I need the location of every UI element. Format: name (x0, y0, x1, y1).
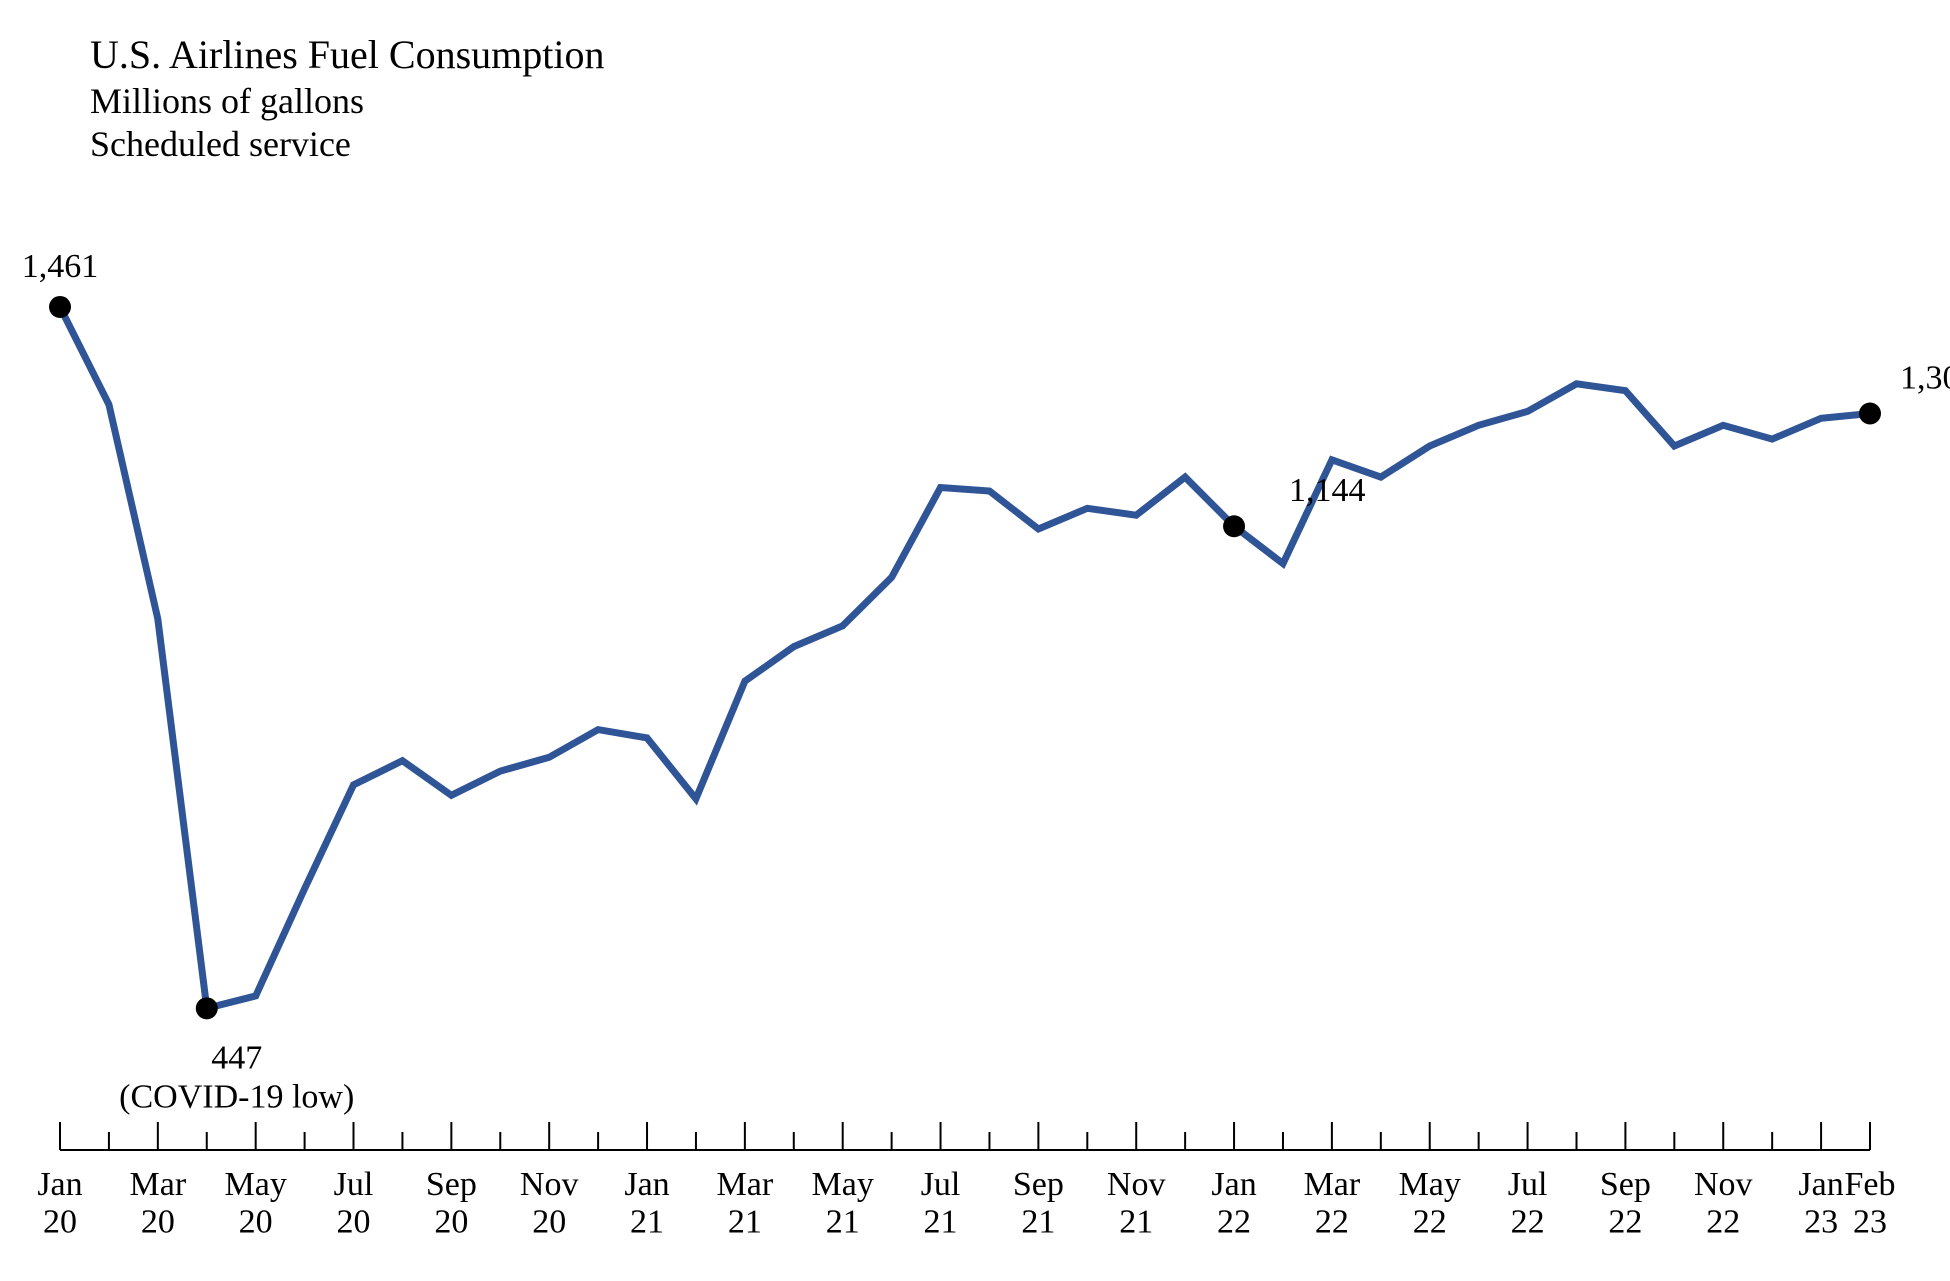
data-marker (49, 296, 71, 318)
x-tick-label: 22 (1706, 1203, 1740, 1240)
data-marker-sublabel: (COVID-19 low) (119, 1078, 354, 1115)
x-tick-label: Nov (1694, 1166, 1753, 1203)
series-line (60, 307, 1870, 1008)
data-marker-label: 1,461 (22, 248, 99, 285)
x-tick-label: Sep (426, 1166, 477, 1203)
x-tick-label: Nov (520, 1166, 579, 1203)
x-tick-label: 22 (1217, 1203, 1251, 1240)
x-tick-label: 21 (630, 1203, 664, 1240)
data-series (60, 307, 1870, 1008)
x-tick-label: 23 (1853, 1203, 1887, 1240)
x-tick-label: Jul (1508, 1166, 1548, 1203)
data-marker-label: 1,307 (1900, 359, 1950, 396)
x-tick-label: Mar (1304, 1166, 1361, 1203)
x-tick-label: 22 (1413, 1203, 1447, 1240)
x-tick-labels: Jan20Mar20May20Jul20Sep20Nov20Jan21Mar21… (37, 1166, 1895, 1240)
x-tick-label: 22 (1511, 1203, 1545, 1240)
x-tick-label: 20 (434, 1203, 468, 1240)
x-tick-label: 22 (1608, 1203, 1642, 1240)
x-tick-label: Nov (1107, 1166, 1166, 1203)
x-tick-label: Jan (37, 1166, 82, 1203)
x-tick-label: 23 (1804, 1203, 1838, 1240)
x-tick-label: 20 (337, 1203, 371, 1240)
x-tick-label: 22 (1315, 1203, 1349, 1240)
x-tick-label: 20 (532, 1203, 566, 1240)
chart-subtitle-1: Millions of gallons (90, 80, 605, 123)
chart-subtitle-2: Scheduled service (90, 123, 605, 166)
data-markers: 1,461 447(COVID-19 low) 1,144 1,307 (22, 248, 1950, 1115)
data-marker-label: 447 (211, 1039, 262, 1076)
x-tick-label: 20 (239, 1203, 273, 1240)
x-tick-label: Feb (1845, 1166, 1896, 1203)
data-marker-label: 1,144 (1289, 472, 1366, 509)
x-tick-label: 21 (1119, 1203, 1153, 1240)
x-tick-label: 20 (141, 1203, 175, 1240)
chart-container: U.S. Airlines Fuel Consumption Millions … (0, 0, 1950, 1281)
x-tick-label: Sep (1013, 1166, 1064, 1203)
chart-titles: U.S. Airlines Fuel Consumption Millions … (90, 30, 605, 166)
x-tick-label: Mar (717, 1166, 774, 1203)
x-tick-label: May (812, 1166, 874, 1203)
x-tick-label: 20 (43, 1203, 77, 1240)
x-tick-label: May (1399, 1166, 1461, 1203)
x-tick-label: Jul (334, 1166, 374, 1203)
x-tick-label: Jan (1211, 1166, 1256, 1203)
line-chart: 1,461447(COVID-19 low)1,1441,307 Jan20Ma… (0, 0, 1950, 1281)
x-tick-label: Jan (624, 1166, 669, 1203)
x-tick-label: 21 (728, 1203, 762, 1240)
data-marker (1223, 515, 1245, 537)
data-marker (1859, 402, 1881, 424)
data-marker (196, 997, 218, 1019)
x-tick-label: May (225, 1166, 287, 1203)
chart-title: U.S. Airlines Fuel Consumption (90, 30, 605, 80)
x-tick-label: 21 (924, 1203, 958, 1240)
x-tick-label: Jan (1798, 1166, 1843, 1203)
x-tick-label: Sep (1600, 1166, 1651, 1203)
x-tick-label: Jul (921, 1166, 961, 1203)
x-tick-label: Mar (130, 1166, 187, 1203)
x-tick-label: 21 (826, 1203, 860, 1240)
x-axis (60, 1122, 1870, 1150)
x-tick-label: 21 (1021, 1203, 1055, 1240)
